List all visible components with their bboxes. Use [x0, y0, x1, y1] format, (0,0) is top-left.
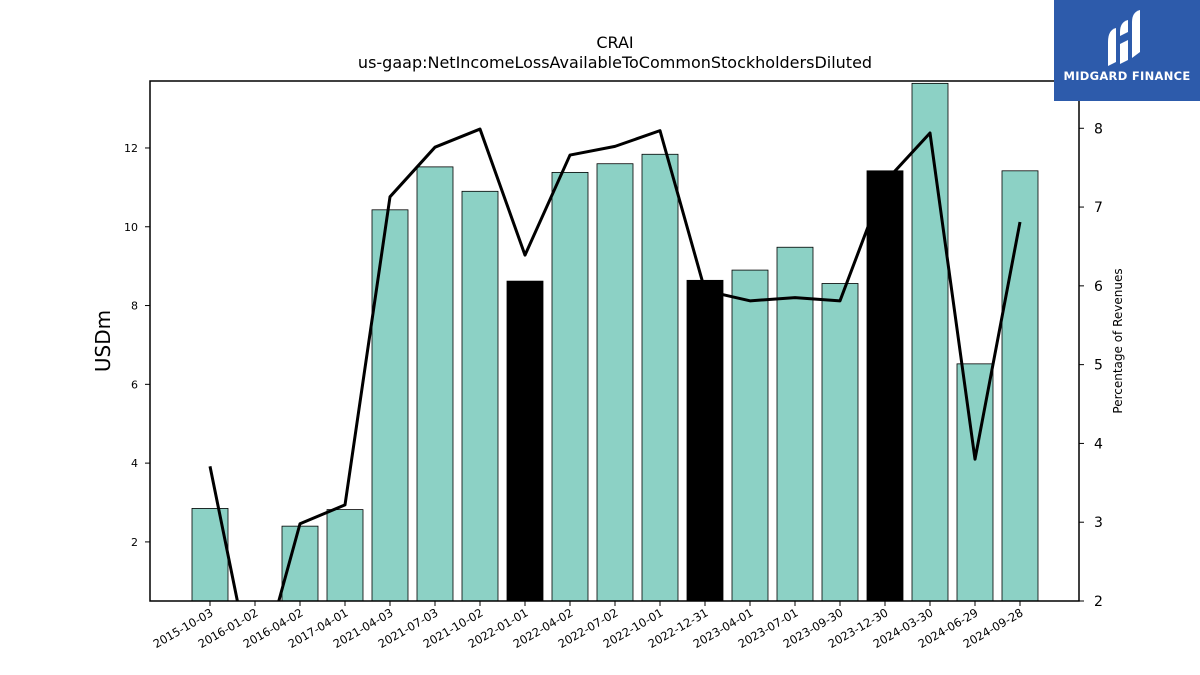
- bar: [461, 190, 499, 602]
- bar: [1001, 170, 1039, 602]
- y2-axis-label: Percentage of Revenues: [1111, 268, 1125, 413]
- y-axis-label: USDm: [91, 310, 115, 372]
- y-tick-label: 4: [131, 457, 138, 470]
- percentage-line: [208, 127, 1022, 601]
- midgard-logo-icon: [1108, 10, 1140, 66]
- y2-tick-label: 4: [1094, 436, 1103, 452]
- y2-tick-label: 2: [1094, 594, 1103, 610]
- bar: [551, 171, 589, 602]
- bar: [686, 279, 724, 602]
- bar-series: [191, 82, 1039, 602]
- y-tick-label: 12: [124, 142, 138, 155]
- bar: [911, 82, 949, 602]
- y2-tick-label: 5: [1094, 358, 1103, 374]
- chart-title: CRAI: [596, 33, 633, 52]
- bar: [326, 509, 364, 602]
- bar: [776, 246, 814, 602]
- bar: [371, 209, 409, 602]
- y-tick-label: 10: [124, 221, 138, 234]
- y-tick-label: 8: [131, 300, 138, 313]
- y-tick-label: 2: [131, 536, 138, 549]
- bar: [596, 163, 634, 602]
- bar: [866, 170, 904, 602]
- logo-text: MIDGARD FINANCE: [1063, 69, 1191, 83]
- bar: [821, 283, 859, 602]
- y-tick-label: 6: [131, 378, 138, 391]
- y2-tick-label: 7: [1094, 200, 1103, 216]
- bar: [641, 153, 679, 602]
- y2-tick-label: 8: [1094, 121, 1103, 137]
- brand-logo: MIDGARD FINANCE: [1054, 0, 1200, 101]
- chart-subtitle: us-gaap:NetIncomeLossAvailableToCommonSt…: [358, 53, 872, 72]
- y2-tick-label: 6: [1094, 279, 1103, 295]
- bar: [281, 525, 319, 602]
- line-series: [208, 127, 1022, 601]
- y2-tick-label: 3: [1094, 515, 1103, 531]
- bar: [506, 280, 544, 602]
- bar: [731, 269, 769, 602]
- bar: [416, 166, 454, 602]
